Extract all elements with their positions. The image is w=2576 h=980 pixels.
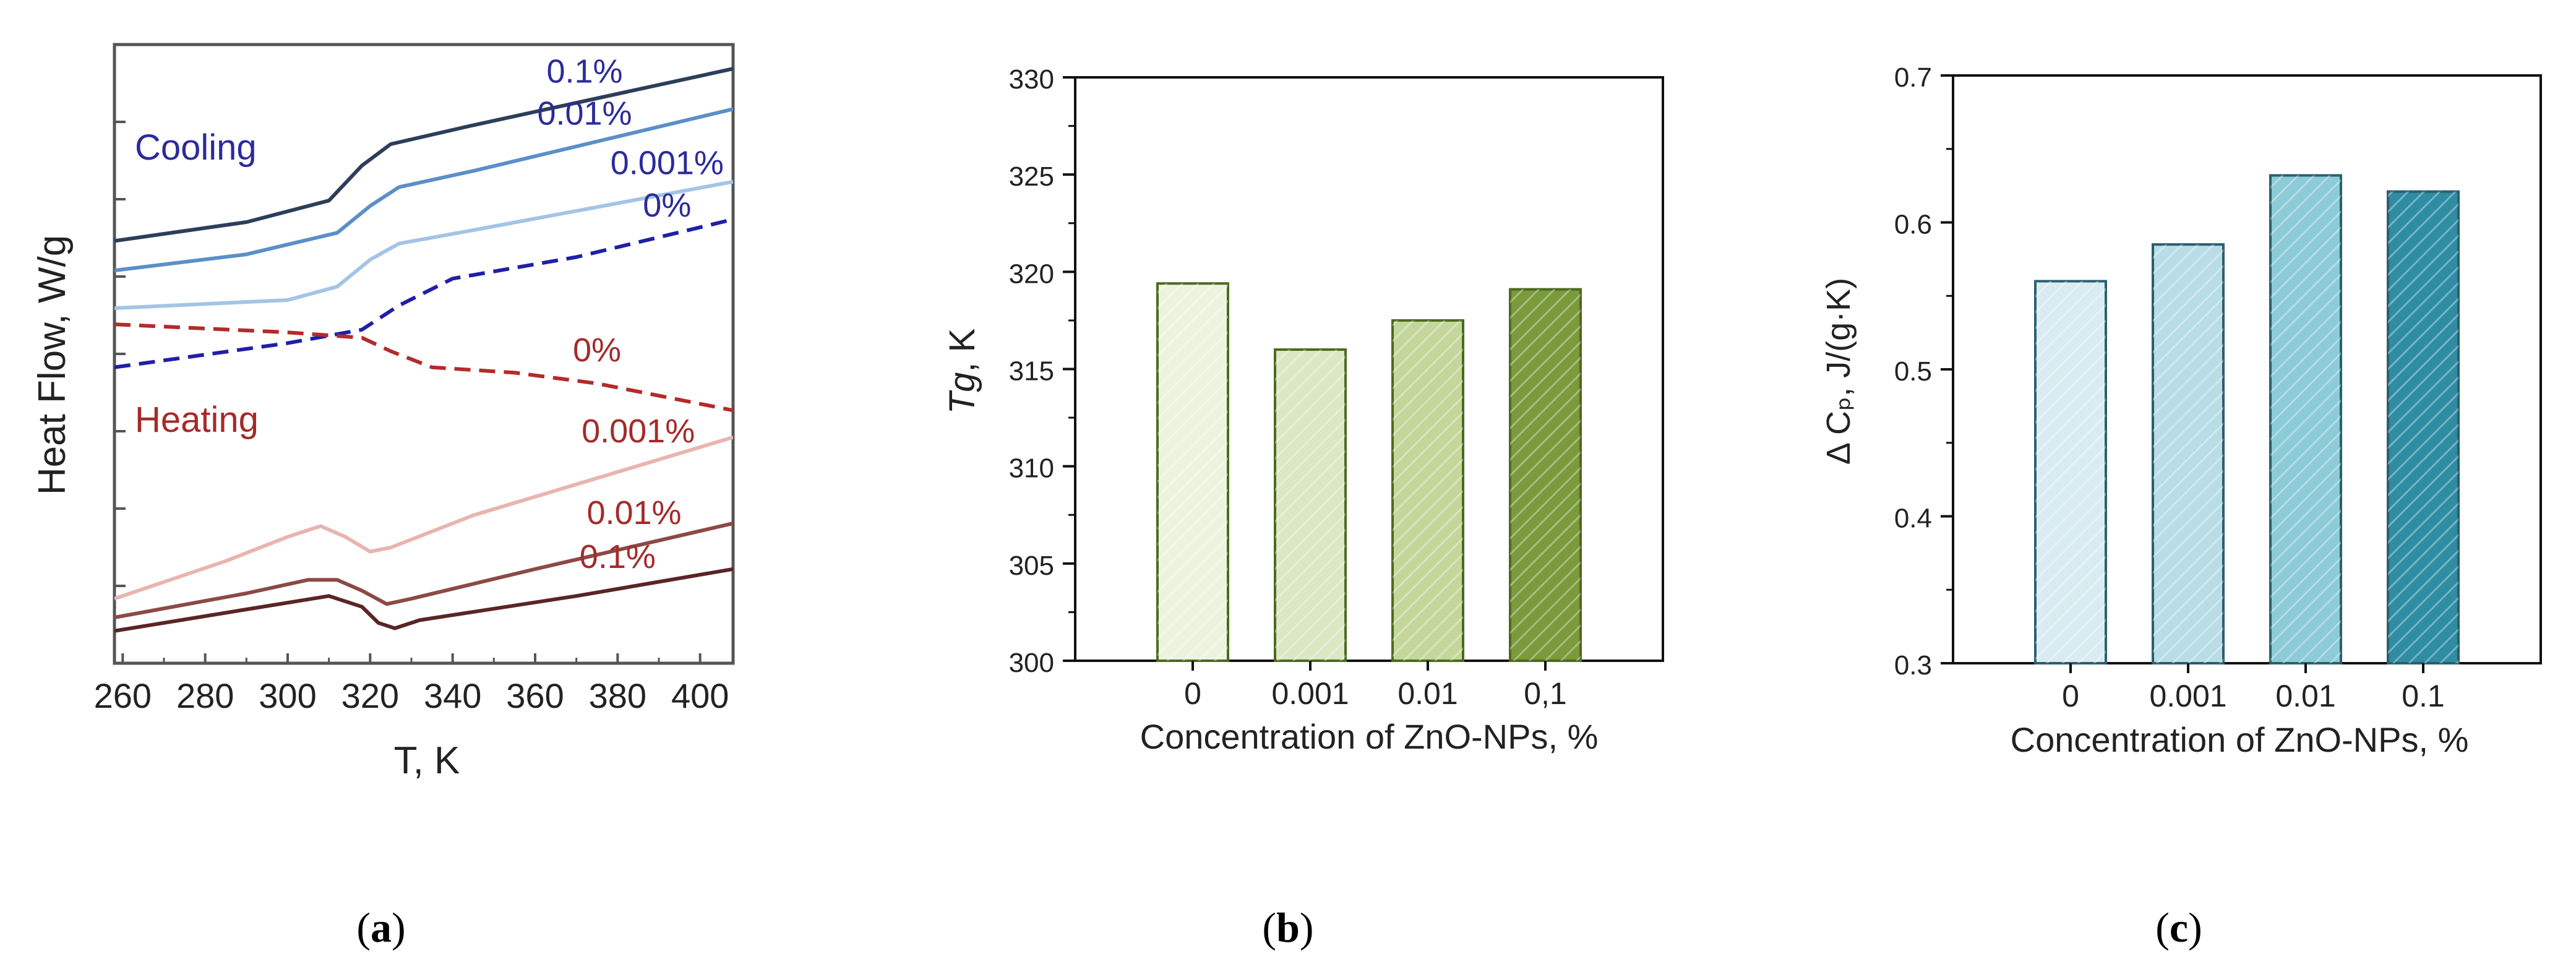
y-tick-label: 0.6	[1894, 210, 1932, 240]
series-label-cooling: 0.1%	[546, 53, 622, 90]
x-tick-label: 0,1	[1524, 676, 1567, 711]
caption-b: (b)	[1262, 904, 1313, 951]
panel-a-x-tick-label: 300	[259, 676, 316, 715]
panel-b-x-axis-label: Concentration of ZnO-NPs, %	[1140, 717, 1599, 756]
y-tick-label: 305	[1009, 551, 1054, 581]
y-tick-label: 0.3	[1894, 650, 1932, 681]
y-tick-label: 315	[1009, 356, 1054, 387]
y-tick-label: 320	[1009, 259, 1054, 289]
panel-c-y-axis-label: Δ Cₚ, J/(g·K)	[1820, 278, 1857, 465]
bar-hatch	[2270, 175, 2341, 663]
annotation-cooling: Cooling	[135, 127, 257, 168]
series-line-cooling	[114, 107, 733, 273]
panel-b-bars	[1156, 282, 1582, 662]
series-line-heating	[114, 322, 733, 413]
series-line-heating	[114, 521, 733, 620]
series-label-heating: 0.1%	[580, 538, 656, 575]
series-label-heating: 0%	[573, 332, 621, 369]
panel-a-x-tick-label: 360	[506, 676, 564, 715]
series-label-cooling: 0.01%	[537, 95, 632, 132]
series-line-heating	[114, 435, 733, 601]
caption-c: (c)	[2155, 904, 2202, 951]
panel-c-bars	[2034, 174, 2460, 664]
series-label-cooling: 0%	[643, 187, 691, 224]
panel-a-y-ticks	[114, 43, 126, 664]
bar-hatch	[1510, 289, 1581, 661]
x-tick-label: 0.001	[1271, 676, 1349, 711]
series-line-heating	[114, 567, 733, 633]
panel-a-x-axis-label: T, K	[394, 739, 460, 782]
annotation-heating: Heating	[135, 400, 259, 440]
panel-a-x-tick-label: 400	[671, 676, 729, 715]
panel-b-y-axis-label: Tg, K	[942, 328, 982, 414]
bar-hatch	[1393, 320, 1463, 661]
panel-b-tg-bar-chart: 300 305 310 315 320 325 330 0 0.001 0.01 0,1 Tg, …	[942, 64, 1664, 951]
x-tick-label: 0	[1184, 676, 1201, 711]
y-tick-label: 300	[1009, 648, 1054, 678]
panel-c-y-ticks: 0.3 0.4 0.5 0.6 0.7	[1894, 62, 1953, 681]
bar-hatch	[2035, 281, 2106, 663]
panel-a-x-tick-label: 280	[176, 676, 234, 715]
panel-a-x-tick-label: 340	[424, 676, 481, 715]
y-tick-label: 310	[1009, 453, 1054, 484]
series-line-cooling	[114, 67, 733, 243]
series-label-cooling: 0.001%	[611, 145, 724, 182]
panel-c-heat-capacity-bar-chart: 0.3 0.4 0.5 0.6 0.7 0 0.001 0.01 0.1 Δ Cₚ, J/(g…	[1820, 62, 2542, 951]
bar-hatch	[1157, 283, 1228, 661]
series-line-cooling	[114, 179, 733, 311]
y-tick-label: 0.5	[1894, 356, 1932, 387]
panel-a-x-tick-label: 260	[94, 676, 152, 715]
x-tick-label: 0.01	[1397, 676, 1458, 711]
y-tick-label: 0.4	[1894, 504, 1932, 534]
panel-b-y-ticks: 300 305 310 315 320 325 330	[1009, 64, 1075, 678]
panel-a-x-tick-label: 320	[341, 676, 399, 715]
series-label-heating: 0.001%	[582, 413, 695, 450]
caption-a: (a)	[356, 904, 405, 951]
y-tick-label: 325	[1009, 161, 1054, 192]
series-label-heating: 0.01%	[586, 494, 681, 531]
x-tick-label: 0.1	[2402, 679, 2445, 713]
x-tick-label: 0.01	[2275, 679, 2335, 713]
panel-c-x-tick-labels: 0 0.001 0.01 0.1	[2062, 663, 2445, 713]
panel-c-x-axis-label: Concentration of ZnO-NPs, %	[2011, 720, 2469, 759]
bar-hatch	[2153, 244, 2223, 663]
y-tick-label: 330	[1009, 64, 1054, 95]
series-line-cooling	[114, 217, 733, 369]
x-tick-label: 0.001	[2149, 679, 2226, 713]
panel-a-series-lines	[114, 67, 733, 633]
panel-b-x-tick-labels: 0 0.001 0.01 0,1	[1184, 661, 1567, 711]
bar-hatch	[2388, 191, 2458, 663]
panel-a-series-labels: 0.1% 0.01% 0.001% 0% 0% 0.001% 0.01% 0.1%	[537, 53, 723, 575]
panel-a-x-ticks: 260 280 300 320 340 360 380 400	[94, 653, 729, 715]
panel-a-heat-flow-chart: 260 280 300 320 340 360 380 400 0.1% 0.01% 0.001%…	[31, 43, 735, 951]
bar-hatch	[1275, 350, 1346, 661]
y-tick-label: 0.7	[1894, 62, 1932, 93]
x-tick-label: 0	[2062, 679, 2079, 713]
panel-a-x-tick-label: 380	[589, 676, 646, 715]
panel-a-y-axis-label: Heat Flow, W/g	[31, 235, 74, 495]
